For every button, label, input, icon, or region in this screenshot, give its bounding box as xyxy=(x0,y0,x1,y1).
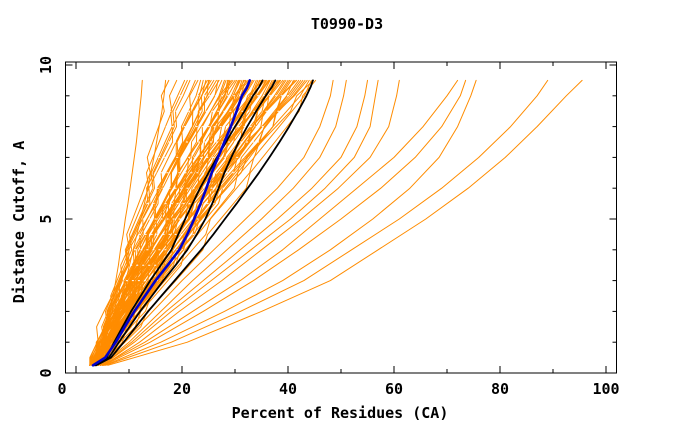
model-curves-layer xyxy=(89,79,583,367)
model-curve-orange xyxy=(97,79,245,366)
model-curve-orange-outlier xyxy=(100,79,347,366)
model-curve-orange xyxy=(97,79,317,366)
x-tick-label: 20 xyxy=(173,380,191,398)
model-curve-orange-outlier xyxy=(107,79,583,366)
axes-layer: 0 20 40 60 80 100 0 5 10 xyxy=(37,56,620,398)
model-curve-orange-outlier xyxy=(105,79,549,366)
model-curve-orange-outlier xyxy=(104,79,477,366)
x-tick-label: 60 xyxy=(385,380,403,398)
reference-curve-black xyxy=(95,79,314,367)
y-tick-label: 0 xyxy=(37,368,55,377)
model-curve-orange-outlier xyxy=(99,79,334,366)
x-tick-label: 0 xyxy=(57,380,66,398)
model-curve-orange-outlier xyxy=(103,79,400,366)
model-curve-orange xyxy=(89,79,270,366)
x-tick-label: 40 xyxy=(279,380,297,398)
model-curve-orange-outlier xyxy=(103,79,467,366)
highlight-curve-blue xyxy=(91,79,252,367)
model-curve-orange xyxy=(99,79,219,366)
x-tick-label: 100 xyxy=(592,380,619,398)
model-curve-orange xyxy=(91,79,261,366)
model-curve-orange xyxy=(91,79,199,366)
reference-curve-black xyxy=(94,79,277,367)
model-curve-orange-outlier xyxy=(89,79,143,366)
y-axis-label: Distance Cutoff, A xyxy=(10,141,28,304)
x-tick-label: 80 xyxy=(491,380,509,398)
y-tick-label: 5 xyxy=(37,214,55,223)
y-tick-label: 10 xyxy=(37,56,55,74)
x-axis-label: Percent of Residues (CA) xyxy=(232,404,449,422)
model-curve-orange-outlier xyxy=(102,79,459,366)
model-curve-orange xyxy=(93,79,312,366)
model-curve-orange-outlier xyxy=(102,79,368,366)
model-curve-orange-outlier xyxy=(91,79,167,366)
model-curve-orange xyxy=(97,79,230,366)
model-curve-orange-outlier xyxy=(102,79,379,366)
reference-curve-black xyxy=(93,79,264,367)
chart-title: T0990-D3 xyxy=(311,15,383,33)
model-curve-orange xyxy=(95,79,211,366)
model-curve-orange xyxy=(99,79,267,366)
